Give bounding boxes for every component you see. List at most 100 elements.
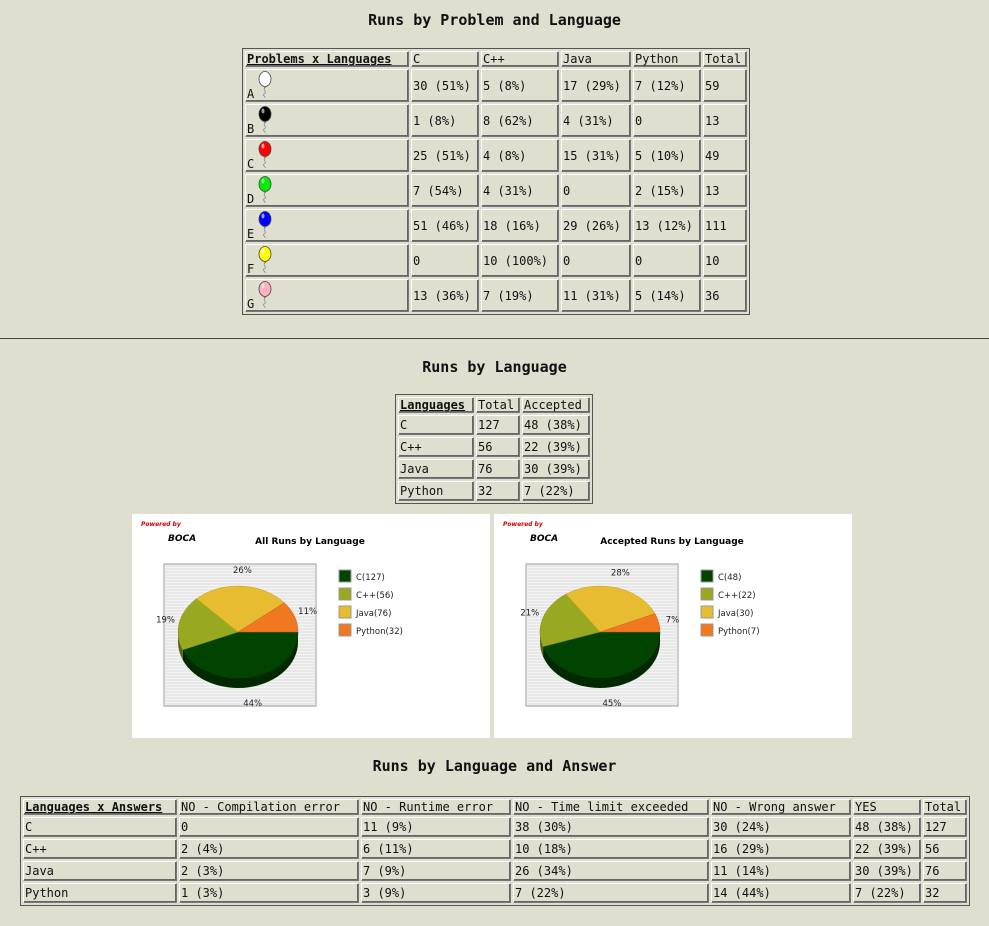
column-header: Total — [923, 799, 967, 815]
value-cell: 6 (11%) — [361, 839, 511, 859]
pie-slice-side — [178, 632, 183, 660]
value-cell: 10 — [703, 244, 747, 277]
legend-swatch — [700, 605, 714, 619]
problem-cell: B — [245, 104, 409, 137]
table-row: Java 2 (3%) 7 (9%) 26 (34%) 11 (14%) 30 (39%)… — [23, 861, 967, 881]
problem-letter: E — [247, 227, 255, 241]
legend-swatch — [700, 587, 714, 601]
legend-label: C++(22) — [718, 591, 756, 601]
column-header: NO - Runtime error — [361, 799, 511, 815]
pie-percent-label: 21% — [520, 608, 539, 618]
corner-header: Languages x Answers — [23, 799, 177, 815]
pie-slice — [539, 593, 601, 647]
value-cell: 7 (19%) — [481, 279, 559, 312]
value-cell: 11 (31%) — [561, 279, 631, 312]
column-header: NO - Wrong answer — [711, 799, 851, 815]
legend-swatch — [338, 569, 352, 583]
value-cell: 0 — [179, 817, 359, 837]
pie-slice — [196, 585, 285, 633]
table-row: Python 32 7 (22%) — [398, 481, 590, 501]
accepted-runs-pie-chart: Powered by BOCA Accepted Runs by Language 4… — [503, 521, 760, 709]
problem-cell: E — [245, 209, 409, 242]
table-row: C 25 (51%) 4 (8%) 15 (31%) 5 (10%) 49 — [245, 139, 747, 172]
column-header: NO - Time limit exceeded — [513, 799, 709, 815]
legend-swatch — [338, 623, 352, 637]
all-runs-chart-panel: Powered by BOCA All Runs by Language 44% 19%… — [132, 514, 490, 738]
powered-by-label: Powered by — [503, 521, 544, 528]
corner-header: Problems x Languages — [245, 51, 409, 67]
table-row: C 127 48 (38%) — [398, 415, 590, 435]
table-row: Java 76 30 (39%) — [398, 459, 590, 479]
value-cell: 5 (8%) — [481, 69, 559, 102]
value-cell: 22 (39%) — [522, 437, 590, 457]
language-cell: Python — [398, 481, 474, 501]
chart-title: All Runs by Language — [255, 537, 365, 547]
pie-percent-label: 44% — [243, 699, 262, 709]
value-cell: 5 (10%) — [633, 139, 701, 172]
value-cell: 14 (44%) — [711, 883, 851, 903]
value-cell: 127 — [476, 415, 520, 435]
value-cell: 13 — [703, 104, 747, 137]
value-cell: 13 — [703, 174, 747, 207]
column-header: Accepted — [522, 397, 590, 413]
value-cell: 76 — [476, 459, 520, 479]
table-row: C++ 2 (4%) 6 (11%) 10 (18%) 16 (29%) 22 (39%)… — [23, 839, 967, 859]
pie-percent-label: 7% — [666, 615, 680, 625]
problem-letter: D — [247, 192, 255, 206]
legend-label: Java(30) — [717, 609, 753, 619]
problem-cell: A — [245, 69, 409, 102]
problem-language-title: Runs by Problem and Language — [368, 11, 621, 29]
balloon-icon — [258, 246, 272, 274]
value-cell: 4 (31%) — [481, 174, 559, 207]
value-cell: 26 (34%) — [513, 861, 709, 881]
column-header: C++ — [481, 51, 559, 67]
value-cell: 0 — [411, 244, 479, 277]
language-cell: C++ — [23, 839, 177, 859]
value-cell: 0 — [633, 244, 701, 277]
value-cell: 13 (36%) — [411, 279, 479, 312]
pie-percent-label: 11% — [298, 607, 317, 617]
languages-header: Languages — [398, 397, 474, 413]
problem-cell: G — [245, 279, 409, 312]
pie-slice — [565, 585, 656, 633]
pie-slice-side — [540, 632, 544, 657]
legend-label: C++(56) — [356, 591, 394, 601]
value-cell: 29 (26%) — [561, 209, 631, 242]
value-cell: 48 (38%) — [853, 817, 921, 837]
value-cell: 17 (29%) — [561, 69, 631, 102]
pie-slice-side — [543, 632, 660, 688]
column-header: Python — [633, 51, 701, 67]
language-cell: Java — [398, 459, 474, 479]
value-cell: 0 — [633, 104, 701, 137]
problem-cell: C — [245, 139, 409, 172]
value-cell: 11 (14%) — [711, 861, 851, 881]
table-row: C++ 56 22 (39%) — [398, 437, 590, 457]
pie-slice — [177, 598, 239, 651]
chart-title: Accepted Runs by Language — [600, 537, 744, 547]
value-cell: 51 (46%) — [411, 209, 479, 242]
value-cell: 7 (22%) — [853, 883, 921, 903]
value-cell: 0 — [561, 244, 631, 277]
value-cell: 10 (18%) — [513, 839, 709, 859]
value-cell: 30 (24%) — [711, 817, 851, 837]
value-cell: 7 (9%) — [361, 861, 511, 881]
pie-percent-label: 26% — [233, 566, 252, 576]
value-cell: 10 (100%) — [481, 244, 559, 277]
value-cell: 1 (8%) — [411, 104, 479, 137]
value-cell: 18 (16%) — [481, 209, 559, 242]
pie-slice — [237, 602, 299, 633]
table-row: E 51 (46%) 18 (16%) 29 (26%) 13 (12%) 111 — [245, 209, 747, 242]
problem-letter: C — [247, 157, 255, 171]
value-cell: 30 (39%) — [522, 459, 590, 479]
section-divider — [0, 338, 989, 339]
value-cell: 7 (22%) — [522, 481, 590, 501]
value-cell: 2 (3%) — [179, 861, 359, 881]
table-row: Python 1 (3%) 3 (9%) 7 (22%) 14 (44%) 7 (22%)… — [23, 883, 967, 903]
column-header: Java — [561, 51, 631, 67]
value-cell: 4 (31%) — [561, 104, 631, 137]
value-cell: 7 (22%) — [513, 883, 709, 903]
value-cell: 4 (8%) — [481, 139, 559, 172]
pie-slice — [182, 631, 299, 679]
language-table: Languages Total Accepted C 127 48 (38%) C++… — [395, 394, 593, 504]
table-row: D 7 (54%) 4 (31%) 0 2 (15%) 13 — [245, 174, 747, 207]
